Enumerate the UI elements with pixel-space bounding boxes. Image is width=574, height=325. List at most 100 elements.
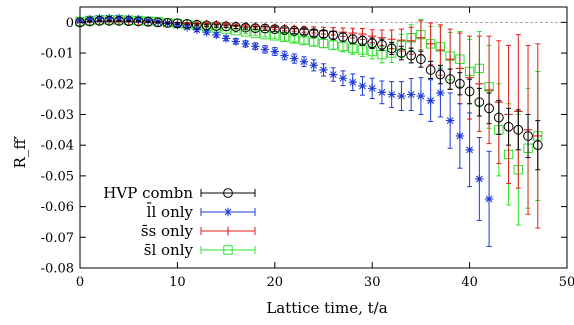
x-tick-label: 20 [267,275,284,290]
data-point [299,57,309,66]
data-point [436,45,445,55]
data-point [230,22,241,32]
legend-label: s̄l only [144,241,194,259]
data-point [270,47,279,56]
data-point [387,90,396,99]
data-point [104,15,115,26]
y-tick-label: -0.03 [41,108,74,123]
legend-marker [223,207,233,217]
x-tick-label: 0 [76,275,84,290]
data-point [173,20,182,30]
data-point [251,42,260,51]
legend-marker [223,226,233,236]
data-point [397,91,406,101]
data-point [348,43,358,54]
legend-marker [223,245,233,255]
data-point [455,131,465,141]
data-point [436,88,445,98]
x-tick-label: 10 [169,275,186,290]
data-point [503,121,514,132]
data-point [85,15,94,24]
data-point [250,23,261,34]
data-point [493,112,504,123]
data-point [143,16,154,27]
data-point [406,50,417,61]
data-point [416,33,426,42]
data-point [464,86,475,97]
data-point [455,64,465,73]
data-point [367,38,378,49]
data-point [84,16,95,27]
data-point [290,54,299,63]
data-point [397,35,406,45]
data-point [319,65,328,75]
data-point [474,97,485,108]
x-axis-title: Lattice time, t/a [266,299,387,317]
data-point [289,34,299,44]
data-point [454,78,465,89]
data-point [172,18,183,29]
data-point [465,145,474,154]
data-point [358,81,367,91]
data-point [308,28,319,38]
data-point [114,13,124,23]
data-point [269,24,280,35]
data-point [406,90,416,99]
data-point [475,79,484,88]
data-point [425,65,436,75]
data-point [280,51,289,60]
data-point [260,23,270,34]
data-point [318,29,329,39]
data-point [202,27,211,37]
x-tick-label: 40 [461,275,478,290]
data-point [377,39,387,50]
data-point [416,91,426,101]
data-point [368,84,377,93]
y-tick-label: -0.05 [41,169,74,184]
data-point [445,55,455,64]
data-point [133,16,144,27]
data-point [182,23,192,32]
data-point [445,116,455,125]
data-point [240,22,251,33]
data-point [396,48,407,58]
data-point [279,32,290,43]
data-point [484,194,494,204]
data-point [182,18,193,29]
data-point [513,124,524,135]
data-point [347,34,358,45]
data-point [95,14,104,23]
data-point [329,70,338,79]
y-tick-label: -0.08 [41,262,74,277]
data-point [162,18,173,28]
data-point [231,37,241,46]
data-series [75,13,543,248]
data-point [124,14,133,23]
x-tick-label: 50 [559,275,574,290]
data-point [279,25,290,35]
legend-label: l̄l only [147,203,194,221]
axes: 0 10 20 30 40 50 0 -0.01 -0.02 -0.03 -0.04 -0.05 -0.… [41,7,574,290]
data-point [484,103,494,114]
data-point [191,19,202,30]
data-point [523,131,533,141]
data-point [377,88,387,97]
data-point [134,15,143,24]
data-point [328,30,339,41]
data-point [201,20,212,31]
y-tick-label: 0 [66,16,74,31]
data-point [212,30,221,40]
data-point [445,74,456,85]
y-tick-label: -0.04 [41,139,74,154]
data-point [318,38,329,49]
y-tick-label: -0.07 [41,231,74,246]
y-tick-label: -0.01 [41,47,74,62]
data-point [328,40,338,50]
data-point [357,35,368,46]
plot-frame [79,6,568,269]
data-point [192,25,202,34]
y-tick-label: -0.06 [41,200,74,215]
data-point [475,174,484,184]
